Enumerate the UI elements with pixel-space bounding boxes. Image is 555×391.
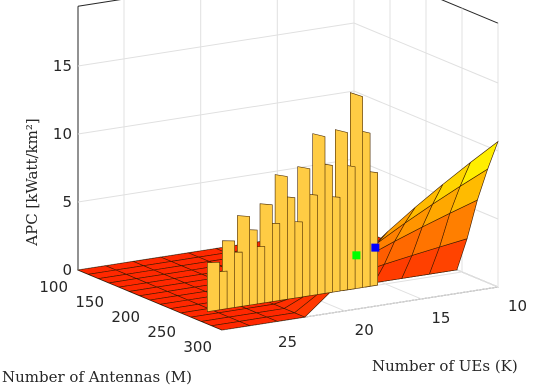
x-tick-label: 250 — [147, 323, 176, 341]
grid-line — [77, 90, 499, 152]
y-tick-label: 15 — [431, 309, 450, 327]
markers — [352, 243, 380, 260]
x-tick-label: 100 — [39, 278, 68, 296]
spike-strip — [207, 261, 220, 313]
z-axis-label: APC [kWatt/km²] — [23, 118, 41, 246]
y-tick-label: 10 — [508, 297, 527, 315]
marker-point — [371, 243, 380, 252]
surface-patch — [210, 321, 251, 331]
surface — [76, 92, 499, 331]
marker-point — [352, 251, 361, 260]
z-tick-label: 15 — [53, 57, 72, 75]
x-tick-label: 150 — [75, 293, 104, 311]
y-axis-label: Number of UEs (K) — [372, 357, 518, 375]
x-axis-label: Number of Antennas (M) — [2, 368, 192, 386]
x-tick-label: 200 — [111, 308, 140, 326]
x-tick-label: 300 — [183, 338, 212, 356]
z-tick-label: 0 — [62, 261, 72, 279]
z-tick-label: 5 — [62, 193, 72, 211]
tick-labels: 0 5 10 15 100 150 200 250 300 10 15 20 25 — [39, 57, 527, 356]
axes-edge — [77, 0, 499, 24]
z-tick-label: 10 — [53, 125, 72, 143]
y-tick-label: 20 — [355, 321, 374, 339]
y-tick-label: 25 — [278, 333, 297, 351]
grid-line — [77, 22, 499, 84]
